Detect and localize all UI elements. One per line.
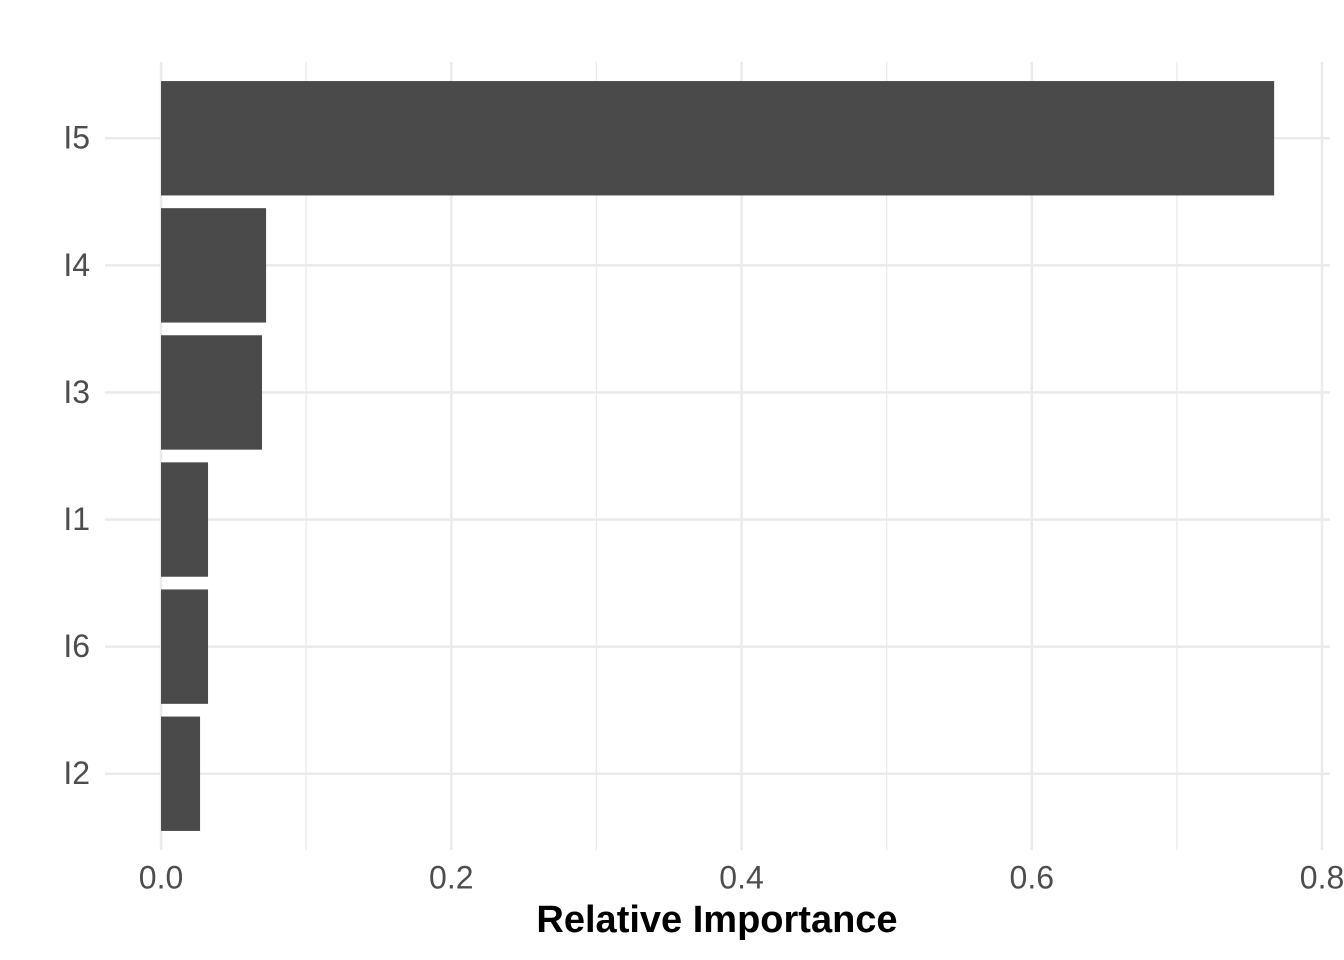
- x-tick-label: 0.4: [719, 859, 763, 895]
- y-tick-label: I3: [63, 374, 90, 410]
- y-tick-label: I6: [63, 628, 90, 664]
- bar: [161, 335, 263, 450]
- y-tick-label: I2: [63, 755, 90, 791]
- bar: [161, 81, 1275, 196]
- bar: [161, 208, 267, 323]
- bars: [161, 81, 1275, 831]
- bar: [161, 462, 209, 577]
- x-tick-label: 0.0: [139, 859, 183, 895]
- y-tick-label: I4: [63, 247, 90, 283]
- labels: 0.0 0.2 0.4 0.6 0.8 I5 I4 I3 I1 I6 I2: [63, 120, 1344, 896]
- x-tick-label: 0.6: [1010, 859, 1054, 895]
- bar: [161, 716, 201, 831]
- y-tick-label: I1: [63, 501, 90, 537]
- x-tick-label: 0.2: [429, 859, 473, 895]
- y-tick-label: I5: [63, 120, 90, 156]
- x-axis-title: Relative Importance: [536, 899, 897, 941]
- x-tick-label: 0.8: [1300, 859, 1344, 895]
- bar: [161, 589, 209, 704]
